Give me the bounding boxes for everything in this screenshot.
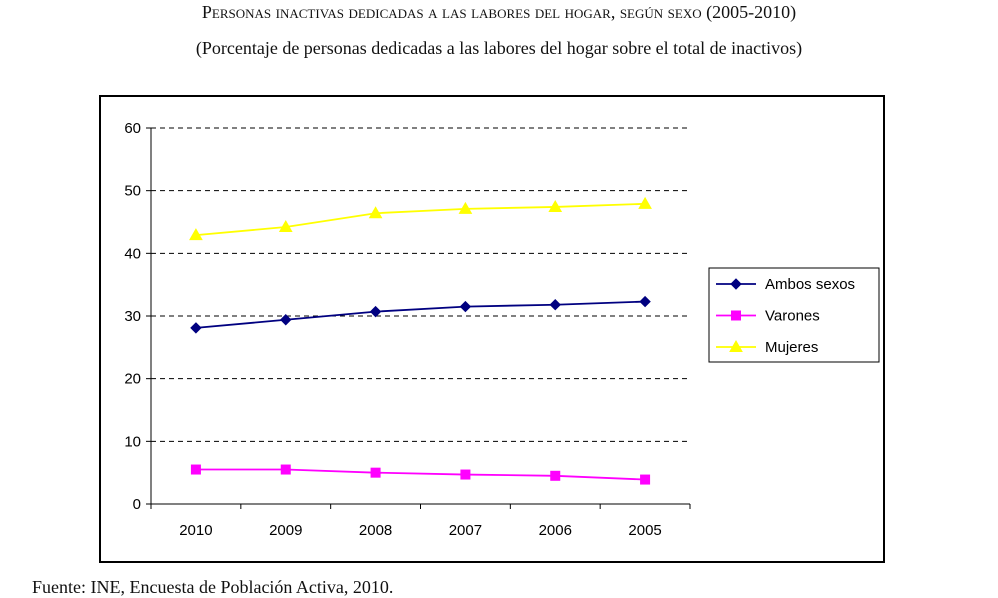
data-point-ambos-sexos: [280, 314, 292, 326]
series-layer: [189, 196, 652, 485]
series-line-ambos-sexos: [195, 300, 646, 329]
source-note: Fuente: INE, Encuesta de Población Activ…: [32, 577, 394, 597]
data-point-ambos-sexos: [549, 299, 561, 311]
chart-title: Personas inactivas dedicadas a las labor…: [201, 2, 797, 22]
x-tick-label: 2010: [179, 522, 212, 539]
gridlines: [151, 127, 690, 442]
data-point-mujeres: [638, 196, 652, 209]
x-tick-label: 2005: [628, 522, 661, 539]
legend-label-ambos-sexos: Ambos sexos: [765, 276, 855, 293]
x-tick-label: 2007: [449, 522, 482, 539]
data-point-ambos-sexos: [190, 322, 202, 334]
data-point-varones: [640, 474, 651, 485]
series-line-varones: [195, 468, 646, 481]
y-tick-label: 10: [124, 433, 141, 450]
data-point-ambos-sexos: [459, 300, 472, 313]
data-point-mujeres: [189, 228, 203, 241]
data-point-mujeres: [548, 199, 563, 212]
y-tick-label: 30: [124, 308, 141, 325]
data-point-ambos-sexos: [369, 305, 382, 318]
legend-label-varones: Varones: [765, 308, 820, 325]
legend-marker-varones: [731, 310, 741, 321]
data-point-varones: [370, 467, 381, 478]
x-tick-label: 2006: [539, 522, 572, 539]
axes: 0 10 20 30 40 50 60 2010 2009 2008 2007 2006 2005: [124, 120, 691, 539]
chart-subtitle: (Porcentaje de personas dedicadas a las …: [195, 38, 803, 58]
y-tick-label: 40: [124, 245, 141, 262]
chart-frame: [99, 95, 885, 563]
data-point-mujeres: [368, 206, 383, 219]
data-point-varones: [550, 470, 561, 481]
legend-marker-mujeres: [729, 339, 743, 352]
series-line-mujeres: [195, 202, 646, 237]
x-tick-label: 2009: [269, 522, 302, 539]
data-point-mujeres: [278, 220, 293, 233]
legend-label-mujeres: Mujeres: [765, 339, 818, 356]
data-point-varones: [190, 464, 201, 475]
data-point-varones: [460, 469, 471, 480]
x-tick-label: 2008: [359, 522, 392, 539]
data-point-ambos-sexos: [639, 295, 651, 308]
data-point-mujeres: [458, 201, 473, 214]
y-tick-label: 60: [124, 120, 141, 137]
y-tick-label: 50: [124, 183, 141, 200]
legend: Ambos sexos Varones Mujeres: [708, 267, 880, 363]
data-point-varones: [280, 464, 291, 475]
y-tick-label: 0: [133, 496, 141, 513]
legend-marker-ambos-sexos: [730, 278, 742, 290]
y-tick-label: 20: [124, 371, 141, 388]
